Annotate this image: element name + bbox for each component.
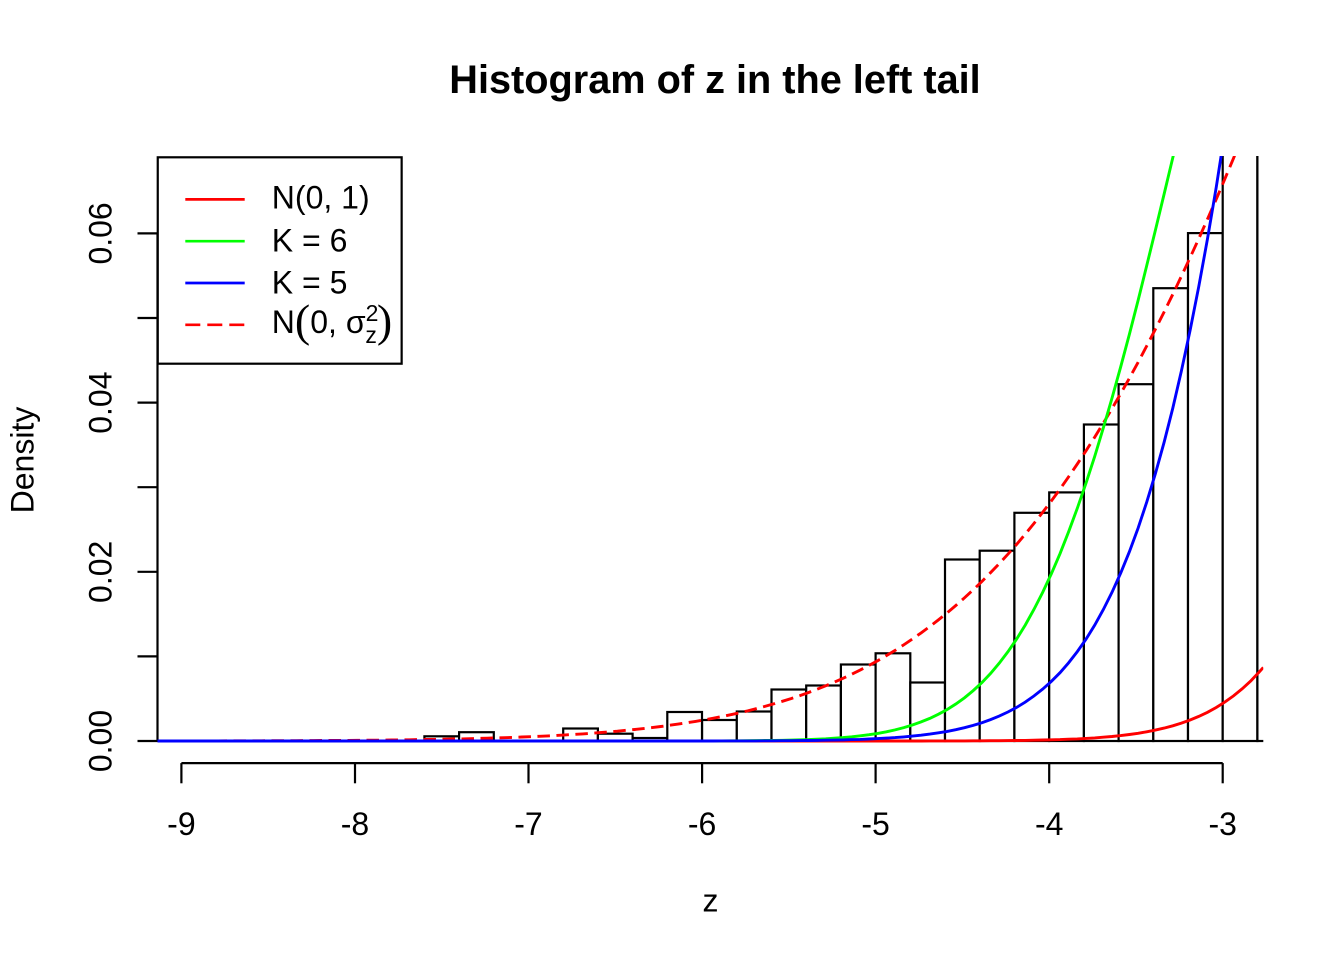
svg-text:0.04: 0.04 <box>83 371 119 433</box>
svg-text:N(0, σ2z): N(0, σ2 z) <box>272 295 392 348</box>
svg-text:-9: -9 <box>167 806 195 842</box>
svg-text:-3: -3 <box>1208 806 1236 842</box>
svg-text:-6: -6 <box>688 806 716 842</box>
svg-text:0.02: 0.02 <box>83 541 119 603</box>
svg-text:Histogram of z in the left tai: Histogram of z in the left tail <box>449 58 980 102</box>
svg-text:Density: Density <box>5 407 41 514</box>
svg-text:N(0, 1): N(0, 1) <box>272 179 370 215</box>
svg-text:-8: -8 <box>341 806 369 842</box>
svg-text:0.06: 0.06 <box>83 202 119 264</box>
svg-text:-4: -4 <box>1035 806 1063 842</box>
svg-text:K = 6: K = 6 <box>272 223 348 259</box>
svg-text:-5: -5 <box>861 806 889 842</box>
svg-text:0.00: 0.00 <box>83 710 119 772</box>
svg-text:K = 5: K = 5 <box>272 264 348 300</box>
svg-text:-7: -7 <box>514 806 542 842</box>
svg-text:z: z <box>703 882 719 918</box>
